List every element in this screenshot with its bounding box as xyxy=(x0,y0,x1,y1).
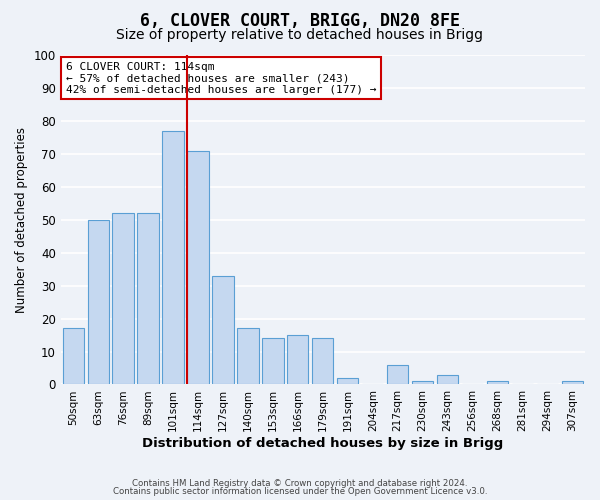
Bar xyxy=(562,381,583,384)
Bar xyxy=(337,378,358,384)
Bar xyxy=(262,338,284,384)
Text: Contains public sector information licensed under the Open Government Licence v3: Contains public sector information licen… xyxy=(113,487,487,496)
Bar xyxy=(312,338,334,384)
Bar xyxy=(88,220,109,384)
Text: 6 CLOVER COURT: 114sqm
← 57% of detached houses are smaller (243)
42% of semi-de: 6 CLOVER COURT: 114sqm ← 57% of detached… xyxy=(66,62,376,95)
Bar xyxy=(487,381,508,384)
Bar xyxy=(238,328,259,384)
Bar xyxy=(62,328,84,384)
Bar xyxy=(387,364,409,384)
Bar xyxy=(163,131,184,384)
Text: Size of property relative to detached houses in Brigg: Size of property relative to detached ho… xyxy=(116,28,484,42)
Bar xyxy=(437,374,458,384)
Bar xyxy=(287,335,308,384)
X-axis label: Distribution of detached houses by size in Brigg: Distribution of detached houses by size … xyxy=(142,437,503,450)
Bar xyxy=(212,276,233,384)
Text: 6, CLOVER COURT, BRIGG, DN20 8FE: 6, CLOVER COURT, BRIGG, DN20 8FE xyxy=(140,12,460,30)
Text: Contains HM Land Registry data © Crown copyright and database right 2024.: Contains HM Land Registry data © Crown c… xyxy=(132,478,468,488)
Y-axis label: Number of detached properties: Number of detached properties xyxy=(15,126,28,312)
Bar xyxy=(137,213,158,384)
Bar xyxy=(112,213,134,384)
Bar xyxy=(187,150,209,384)
Bar xyxy=(412,381,433,384)
